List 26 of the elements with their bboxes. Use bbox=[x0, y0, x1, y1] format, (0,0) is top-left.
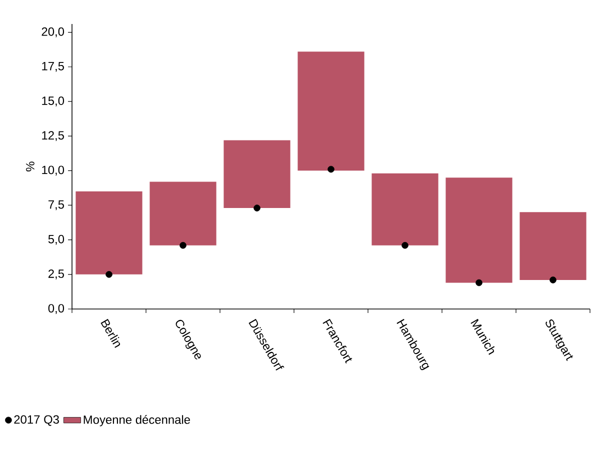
bar bbox=[520, 212, 586, 280]
bar bbox=[150, 182, 216, 246]
legend-label: 2017 Q3 bbox=[14, 415, 59, 426]
y-tick-label: 2,5 bbox=[48, 269, 64, 280]
y-tick-label: 10,0 bbox=[42, 166, 64, 176]
y-tick-label: 7,5 bbox=[48, 200, 64, 210]
bar bbox=[76, 191, 142, 274]
y-tick-label: 17,5 bbox=[42, 62, 64, 72]
bar bbox=[224, 140, 290, 208]
point bbox=[550, 276, 556, 284]
bar bbox=[372, 173, 438, 246]
point bbox=[180, 242, 186, 249]
y-tick-label: 5,0 bbox=[48, 234, 64, 245]
point bbox=[254, 204, 260, 212]
y-tick-label: 15,0 bbox=[42, 96, 64, 106]
point bbox=[328, 166, 334, 173]
point bbox=[402, 242, 408, 249]
y-axis-title: % bbox=[26, 162, 34, 172]
y-tick-label: 12,5 bbox=[42, 131, 64, 141]
legend-label: Moyenne décennale bbox=[84, 415, 190, 426]
y-tick-label: 0,0 bbox=[48, 304, 64, 314]
y-tick-label: 20,0 bbox=[42, 27, 64, 38]
bar bbox=[446, 178, 512, 283]
point bbox=[476, 279, 482, 286]
bar bbox=[298, 52, 364, 171]
point bbox=[106, 271, 112, 278]
